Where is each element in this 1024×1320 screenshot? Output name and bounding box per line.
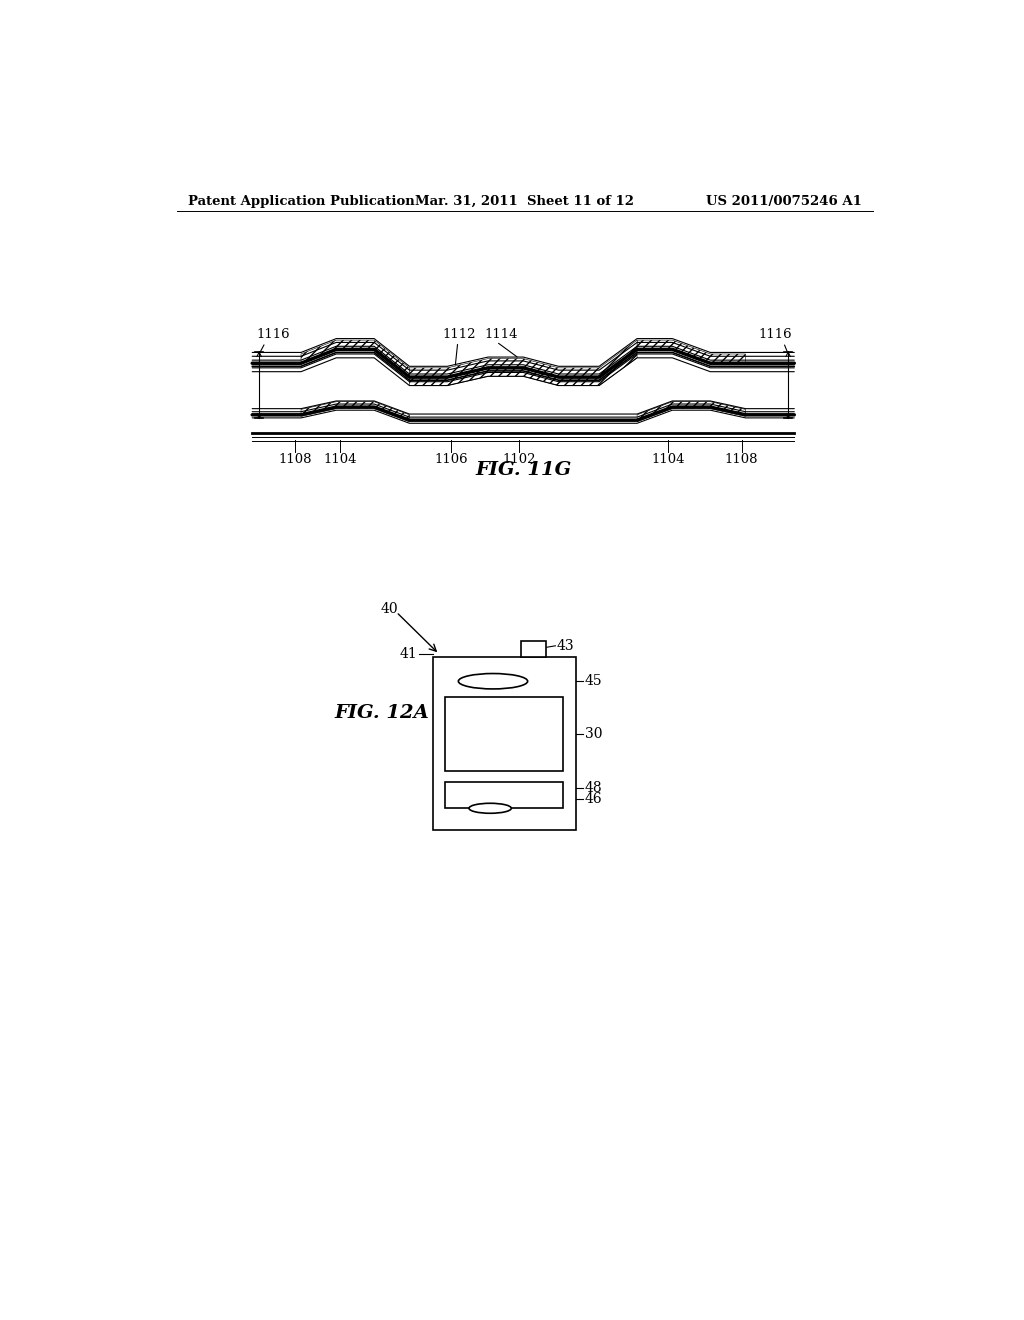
Polygon shape: [301, 401, 410, 422]
Bar: [521, 642, 546, 656]
Text: 1108: 1108: [279, 453, 311, 466]
Text: FIG. 12A: FIG. 12A: [335, 704, 429, 722]
Text: 41: 41: [400, 647, 418, 661]
Bar: [433, 656, 575, 830]
Ellipse shape: [459, 673, 527, 689]
Text: 1102: 1102: [503, 453, 537, 466]
Text: FIG. 11G: FIG. 11G: [475, 461, 571, 479]
Polygon shape: [301, 341, 410, 376]
Text: Patent Application Publication: Patent Application Publication: [188, 194, 415, 207]
Text: 1104: 1104: [324, 453, 356, 466]
Text: 1116: 1116: [256, 327, 290, 341]
Text: Mar. 31, 2011  Sheet 11 of 12: Mar. 31, 2011 Sheet 11 of 12: [416, 194, 634, 207]
Text: 48: 48: [585, 781, 602, 795]
Text: 45: 45: [585, 675, 602, 688]
Polygon shape: [637, 341, 745, 363]
Text: 43: 43: [557, 639, 574, 653]
Text: 40: 40: [381, 602, 398, 616]
Polygon shape: [637, 401, 745, 422]
Ellipse shape: [469, 804, 511, 813]
Polygon shape: [410, 341, 637, 385]
Text: 30: 30: [585, 727, 602, 741]
Text: US 2011/0075246 A1: US 2011/0075246 A1: [707, 194, 862, 207]
Text: 1104: 1104: [651, 453, 685, 466]
Bar: [444, 781, 562, 808]
Text: 46: 46: [585, 792, 602, 805]
Text: 1116: 1116: [758, 327, 792, 341]
Bar: [444, 697, 562, 771]
Text: 1106: 1106: [434, 453, 468, 466]
Text: 1114: 1114: [484, 327, 518, 341]
Text: 1108: 1108: [725, 453, 759, 466]
Text: 1112: 1112: [442, 327, 476, 341]
